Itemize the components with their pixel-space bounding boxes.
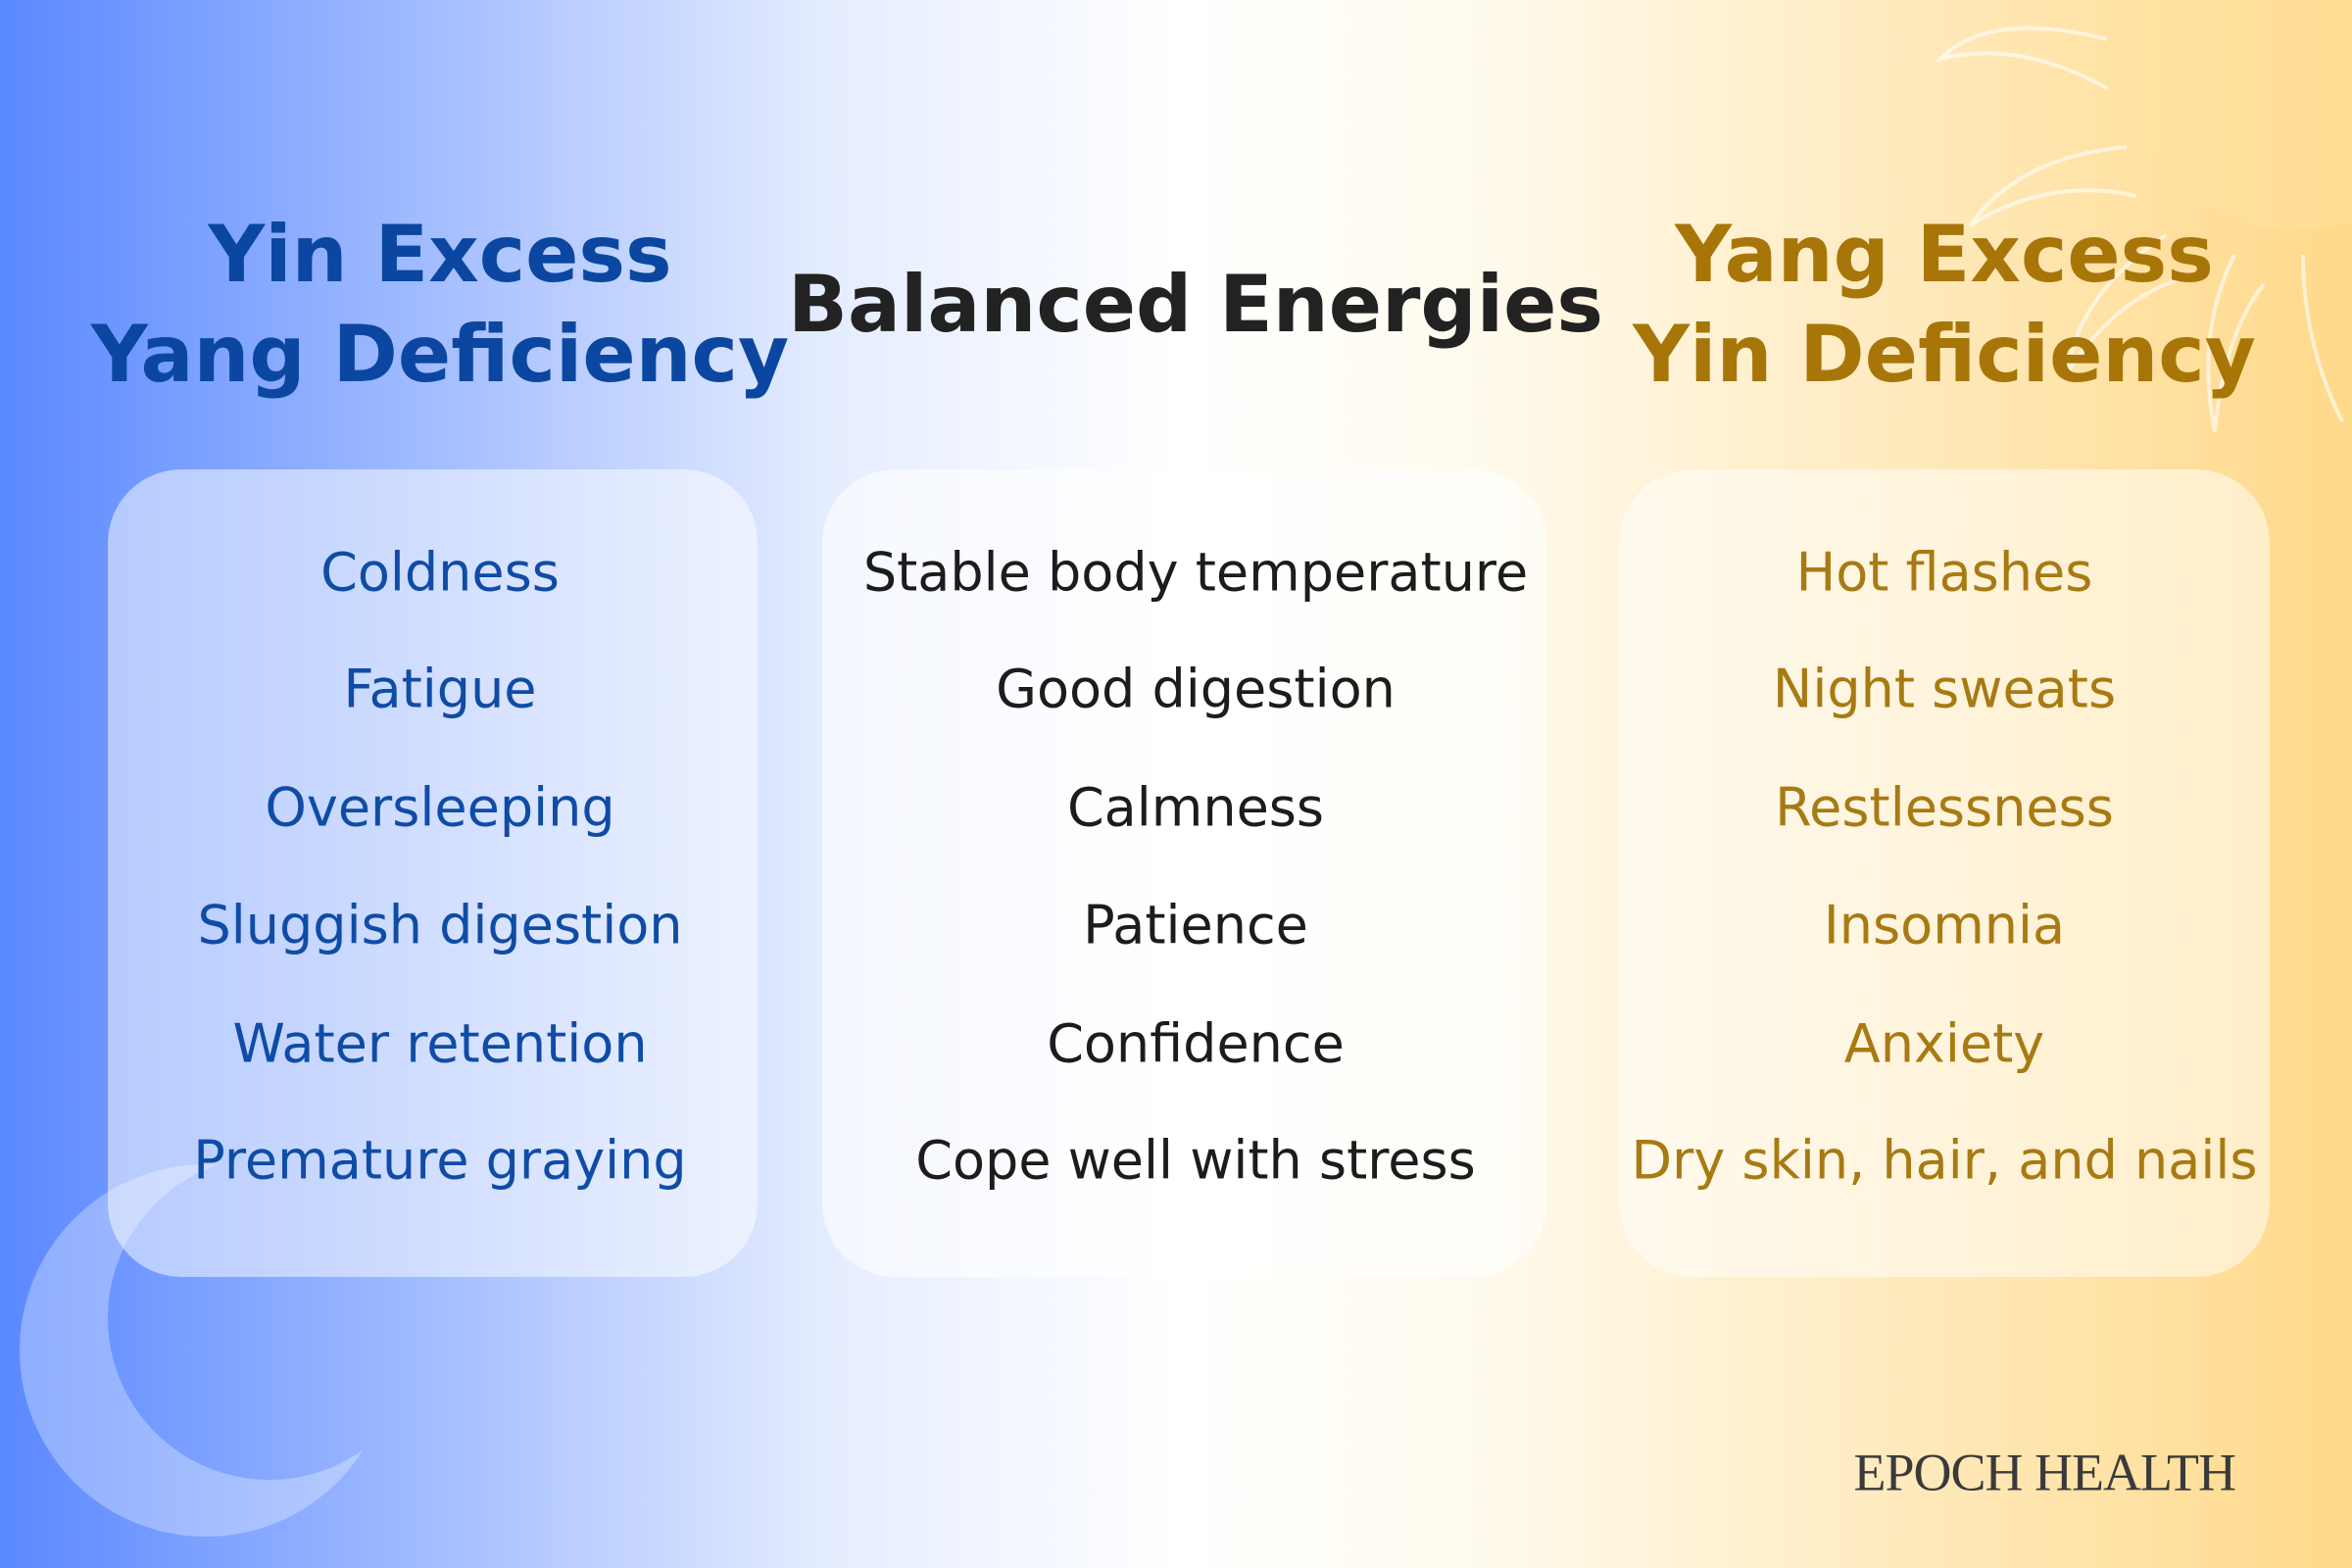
list-item: Cope well with stress bbox=[915, 1130, 1476, 1192]
sun-decoration bbox=[1934, 0, 2352, 432]
list-item: Hot flashes bbox=[1796, 542, 2093, 604]
list-item: Anxiety bbox=[1844, 1013, 2044, 1075]
list-item: Fatigue bbox=[343, 659, 536, 720]
column-title: Yang Deficiency bbox=[90, 309, 789, 400]
list-item: Stable body temperature bbox=[863, 542, 1528, 604]
column-title: Yang Excess bbox=[1674, 209, 2214, 300]
list-item: Sluggish digestion bbox=[198, 895, 683, 956]
column-title: Yin Excess bbox=[207, 209, 671, 300]
list-item: Premature graying bbox=[193, 1130, 686, 1192]
list-item: Insomnia bbox=[1824, 895, 2065, 956]
list-item: Good digestion bbox=[996, 659, 1396, 720]
list-item: Oversleeping bbox=[265, 777, 614, 839]
card bbox=[822, 469, 1546, 1277]
column-title: Balanced Energies bbox=[788, 259, 1603, 350]
list-item: Coldness bbox=[320, 542, 560, 604]
list-item: Calmness bbox=[1067, 777, 1324, 839]
card bbox=[108, 469, 758, 1277]
card bbox=[1619, 469, 2270, 1277]
list-item: Night sweats bbox=[1773, 659, 2116, 720]
list-item: Restlessness bbox=[1775, 777, 2114, 839]
column-title: Yin Deficiency bbox=[1632, 309, 2256, 400]
brand: EPOCH HEALTH bbox=[1853, 1443, 2235, 1501]
list-item: Dry skin, hair, and nails bbox=[1632, 1130, 2258, 1192]
list-item: Water retention bbox=[232, 1013, 647, 1075]
list-item: Confidence bbox=[1047, 1013, 1345, 1075]
list-item: Patience bbox=[1083, 895, 1308, 956]
